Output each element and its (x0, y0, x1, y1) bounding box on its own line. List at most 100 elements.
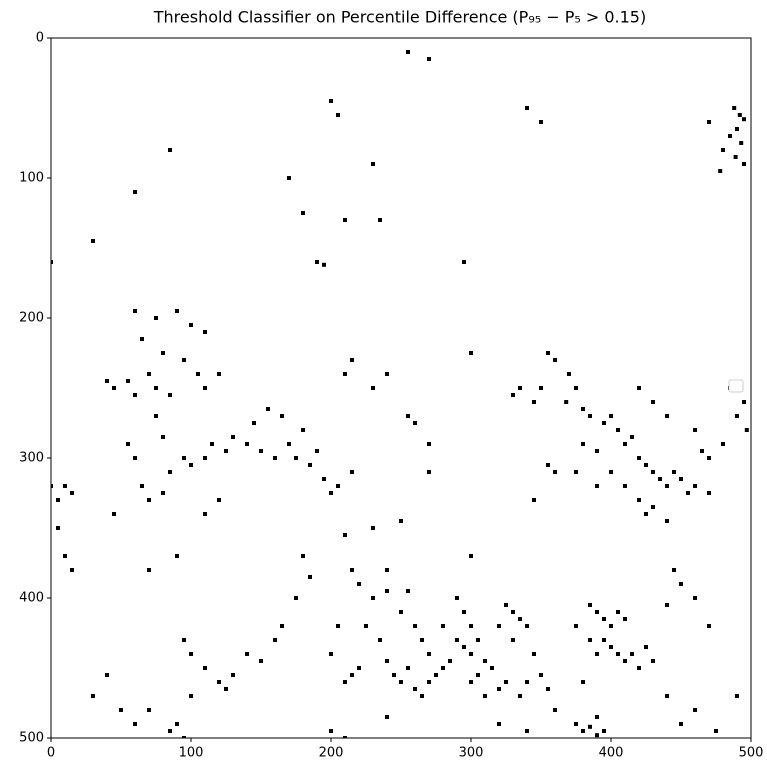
pixel (595, 652, 599, 656)
pixel (378, 218, 382, 222)
pixel (637, 666, 641, 670)
pixel (588, 724, 592, 729)
pixel (371, 162, 375, 166)
pixel (455, 596, 459, 600)
pixel (259, 449, 263, 453)
pixel (665, 519, 669, 523)
pixel (280, 624, 284, 628)
pixel (707, 120, 711, 124)
pixel (623, 617, 627, 621)
pixel (511, 393, 515, 397)
pixel (546, 351, 550, 355)
pixel (182, 456, 186, 460)
pixel (406, 589, 410, 593)
pixel (567, 372, 571, 376)
pixel (525, 106, 529, 110)
pixel (343, 533, 347, 537)
pixel (609, 645, 613, 649)
pixel (371, 386, 375, 390)
pixel (203, 666, 207, 670)
pixel (203, 330, 207, 334)
pixel (56, 498, 60, 502)
pixel (217, 680, 221, 684)
pixel (224, 687, 228, 691)
pixel (336, 113, 340, 117)
pixel (56, 526, 60, 530)
pixel (105, 673, 109, 677)
pixel (595, 484, 599, 488)
pixel (539, 386, 543, 390)
pixel (588, 638, 592, 642)
pixel (462, 260, 466, 264)
pixel (609, 470, 613, 474)
pixel (497, 687, 501, 691)
pixel (51, 260, 53, 264)
pixel (343, 736, 347, 738)
pixel (399, 519, 403, 523)
pixel (406, 414, 410, 418)
y-tick-label: 0 (36, 31, 44, 46)
pixel (147, 568, 151, 572)
pixel (161, 435, 165, 439)
pixel (259, 659, 263, 663)
pixel (203, 456, 207, 460)
pixel (154, 386, 158, 390)
pixel (735, 694, 739, 698)
pixel (707, 456, 711, 460)
pixel (700, 449, 704, 453)
pixel (406, 50, 410, 54)
pixel (217, 498, 221, 502)
pixel (420, 694, 424, 698)
pixel (644, 645, 648, 649)
pixel (189, 463, 193, 467)
x-tick-label: 300 (459, 746, 484, 761)
pixel (693, 484, 697, 488)
pixel (469, 680, 473, 684)
pixel (574, 470, 578, 474)
pixel (609, 414, 613, 418)
pixel (553, 470, 557, 474)
pixel (546, 463, 550, 467)
pixel (392, 673, 396, 677)
pixel (721, 148, 725, 152)
pixel (252, 421, 256, 425)
pixel (518, 617, 522, 621)
y-tick-label: 400 (19, 591, 44, 606)
pixel (63, 554, 67, 558)
pixel (581, 680, 585, 684)
pixel (532, 652, 536, 656)
pixel (744, 428, 749, 432)
pixel (357, 582, 361, 586)
pixel (434, 673, 438, 677)
pixel (651, 659, 655, 663)
pixel (427, 442, 431, 446)
pixel (616, 610, 620, 614)
pixel (175, 722, 179, 726)
pixel (532, 400, 536, 404)
pixel (287, 176, 291, 180)
pixel (119, 708, 123, 712)
pixel (70, 568, 74, 572)
pixel (525, 729, 529, 733)
pixel (581, 729, 585, 733)
pixel (245, 442, 249, 446)
pixel (329, 729, 333, 733)
pixel (686, 491, 690, 495)
pixel (483, 694, 487, 698)
pixel (469, 652, 473, 656)
pixel (742, 400, 746, 404)
pixel (630, 652, 634, 656)
pixel (168, 729, 172, 733)
plot-area (51, 50, 749, 738)
pixel (525, 680, 529, 684)
pixel (588, 603, 592, 607)
pixel (406, 666, 410, 670)
pixel (644, 512, 648, 516)
chart-title: Threshold Classifier on Percentile Diffe… (153, 8, 646, 27)
x-tick-label: 0 (47, 746, 55, 761)
pixel (679, 722, 683, 726)
pixel (385, 568, 389, 572)
pixel (175, 554, 179, 558)
